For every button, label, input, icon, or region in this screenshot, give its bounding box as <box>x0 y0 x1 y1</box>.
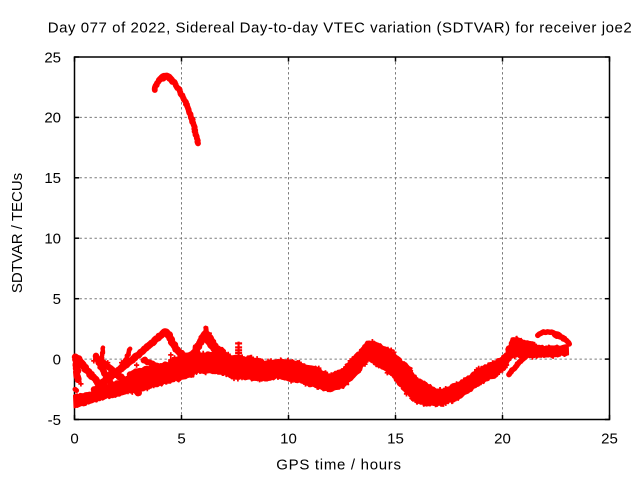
svg-text:10: 10 <box>44 231 61 248</box>
svg-text:SDTVAR / TECUs: SDTVAR / TECUs <box>9 173 26 293</box>
svg-text:25: 25 <box>601 431 618 448</box>
svg-text:20: 20 <box>494 431 511 448</box>
svg-text:20: 20 <box>44 110 61 127</box>
svg-text:5: 5 <box>53 291 61 308</box>
svg-text:Day 077 of 2022, Sidereal Day-: Day 077 of 2022, Sidereal Day-to-day VTE… <box>48 20 633 37</box>
svg-text:0: 0 <box>53 351 61 368</box>
svg-text:15: 15 <box>44 170 61 187</box>
svg-text:-5: -5 <box>48 412 61 429</box>
svg-text:15: 15 <box>387 431 404 448</box>
svg-text:25: 25 <box>44 49 61 66</box>
svg-text:0: 0 <box>70 431 78 448</box>
svg-text:GPS time / hours: GPS time / hours <box>276 457 401 474</box>
svg-text:10: 10 <box>280 431 297 448</box>
svg-text:5: 5 <box>177 431 185 448</box>
